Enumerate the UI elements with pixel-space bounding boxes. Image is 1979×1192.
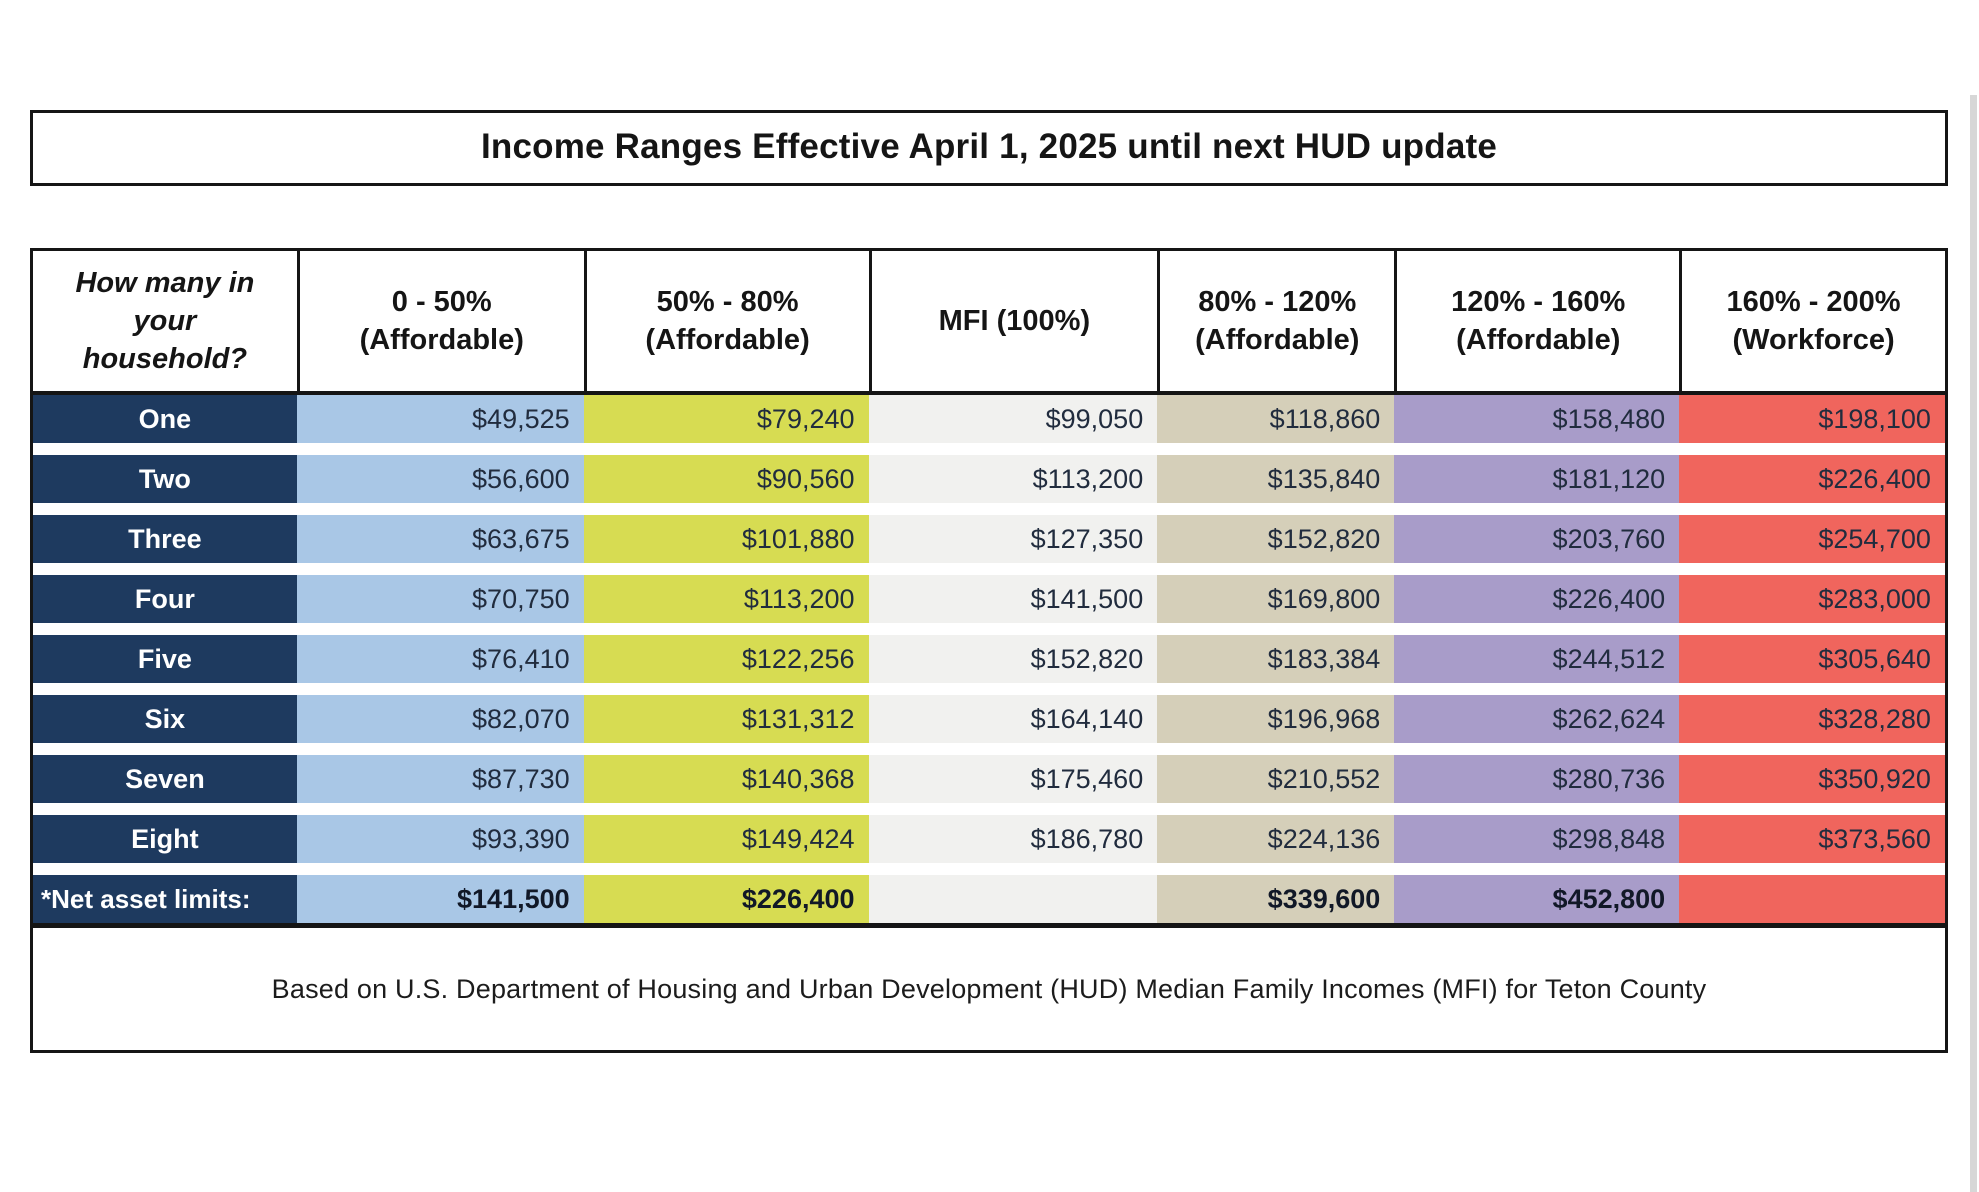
income-value-cell: $82,070 (296, 695, 584, 743)
household-size-cell: Eight (33, 815, 297, 863)
income-value-cell: $350,920 (1679, 755, 1945, 803)
income-value-cell: $141,500 (868, 575, 1158, 623)
income-value-cell: $305,640 (1679, 635, 1945, 683)
income-value-cell: $254,700 (1679, 515, 1945, 563)
income-value-cell: $152,820 (1157, 515, 1395, 563)
income-value-cell: $452,800 (1394, 875, 1680, 923)
column-header-120-160: 120% - 160% (Affordable) (1394, 251, 1679, 391)
footnote-box: Based on U.S. Department of Housing and … (33, 923, 1945, 1050)
income-value-cell: $280,736 (1394, 755, 1680, 803)
income-value-cell: $164,140 (868, 695, 1158, 743)
income-value-cell: $127,350 (868, 515, 1158, 563)
income-value-cell: $87,730 (296, 755, 584, 803)
income-value-cell: $210,552 (1157, 755, 1395, 803)
income-value-cell (1679, 875, 1945, 923)
table-row: *Net asset limits: $141,500 $226,400 $33… (33, 875, 1945, 923)
household-size-cell: Six (33, 695, 297, 743)
table-row: Eight $93,390 $149,424 $186,780 $224,136… (33, 815, 1945, 863)
income-value-cell: $203,760 (1394, 515, 1680, 563)
household-size-cell: Five (33, 635, 297, 683)
income-value-cell (868, 875, 1158, 923)
income-value-cell: $183,384 (1157, 635, 1395, 683)
income-value-cell: $63,675 (296, 515, 584, 563)
income-value-cell: $56,600 (296, 455, 584, 503)
income-value-cell: $226,400 (1394, 575, 1680, 623)
income-value-cell: $196,968 (1157, 695, 1395, 743)
income-value-cell: $158,480 (1394, 395, 1680, 443)
column-header-50-80: 50% - 80% (Affordable) (583, 251, 869, 391)
income-value-cell: $224,136 (1157, 815, 1395, 863)
income-value-cell: $262,624 (1394, 695, 1680, 743)
table-header-row: How many in your household? 0 - 50% (Aff… (33, 251, 1945, 395)
income-value-cell: $118,860 (1157, 395, 1395, 443)
income-value-cell: $152,820 (868, 635, 1158, 683)
income-value-cell: $99,050 (868, 395, 1158, 443)
scan-artifact-edge (1970, 95, 1977, 1192)
column-header-household: How many in your household? (75, 266, 255, 376)
income-value-cell: $122,256 (583, 635, 869, 683)
income-value-cell: $76,410 (296, 635, 584, 683)
income-value-cell: $135,840 (1157, 455, 1395, 503)
table-row: One $49,525 $79,240 $99,050 $118,860 $15… (33, 395, 1945, 443)
income-ranges-table: How many in your household? 0 - 50% (Aff… (30, 248, 1948, 1053)
income-value-cell: $339,600 (1157, 875, 1395, 923)
table-row: Six $82,070 $131,312 $164,140 $196,968 $… (33, 695, 1945, 743)
income-value-cell: $175,460 (868, 755, 1158, 803)
income-value-cell: $101,880 (583, 515, 869, 563)
table-row: Two $56,600 $90,560 $113,200 $135,840 $1… (33, 455, 1945, 503)
income-value-cell: $186,780 (868, 815, 1158, 863)
income-value-cell: $79,240 (583, 395, 869, 443)
income-value-cell: $198,100 (1679, 395, 1945, 443)
household-size-cell: One (33, 395, 297, 443)
income-value-cell: $140,368 (583, 755, 869, 803)
income-value-cell: $181,120 (1394, 455, 1680, 503)
income-value-cell: $149,424 (583, 815, 869, 863)
income-value-cell: $131,312 (583, 695, 869, 743)
income-value-cell: $226,400 (1679, 455, 1945, 503)
income-value-cell: $49,525 (296, 395, 584, 443)
column-header-160-200: 160% - 200% (Workforce) (1679, 251, 1945, 391)
income-value-cell: $113,200 (868, 455, 1158, 503)
income-value-cell: $70,750 (296, 575, 584, 623)
table-body: One $49,525 $79,240 $99,050 $118,860 $15… (33, 395, 1945, 923)
income-value-cell: $169,800 (1157, 575, 1395, 623)
household-size-cell: Seven (33, 755, 297, 803)
household-size-cell: Four (33, 575, 297, 623)
income-value-cell: $226,400 (583, 875, 869, 923)
household-size-cell: Three (33, 515, 297, 563)
income-value-cell: $93,390 (296, 815, 584, 863)
table-row: Four $70,750 $113,200 $141,500 $169,800 … (33, 575, 1945, 623)
column-header-80-120: 80% - 120% (Affordable) (1157, 251, 1394, 391)
table-row: Five $76,410 $122,256 $152,820 $183,384 … (33, 635, 1945, 683)
income-value-cell: $298,848 (1394, 815, 1680, 863)
income-value-cell: $328,280 (1679, 695, 1945, 743)
page-title: Income Ranges Effective April 1, 2025 un… (480, 127, 1498, 166)
footnote: Based on U.S. Department of Housing and … (271, 973, 1707, 1004)
income-value-cell: $90,560 (583, 455, 869, 503)
household-size-cell: *Net asset limits: (33, 875, 297, 923)
income-value-cell: $113,200 (583, 575, 869, 623)
column-header-mfi: MFI (100%) (868, 251, 1158, 391)
column-header-0-50: 0 - 50% (Affordable) (296, 251, 584, 391)
income-value-cell: $244,512 (1394, 635, 1680, 683)
income-value-cell: $373,560 (1679, 815, 1945, 863)
household-size-cell: Two (33, 455, 297, 503)
income-value-cell: $141,500 (296, 875, 584, 923)
income-value-cell: $283,000 (1679, 575, 1945, 623)
title-box: Income Ranges Effective April 1, 2025 un… (30, 110, 1948, 186)
table-row: Three $63,675 $101,880 $127,350 $152,820… (33, 515, 1945, 563)
table-row: Seven $87,730 $140,368 $175,460 $210,552… (33, 755, 1945, 803)
